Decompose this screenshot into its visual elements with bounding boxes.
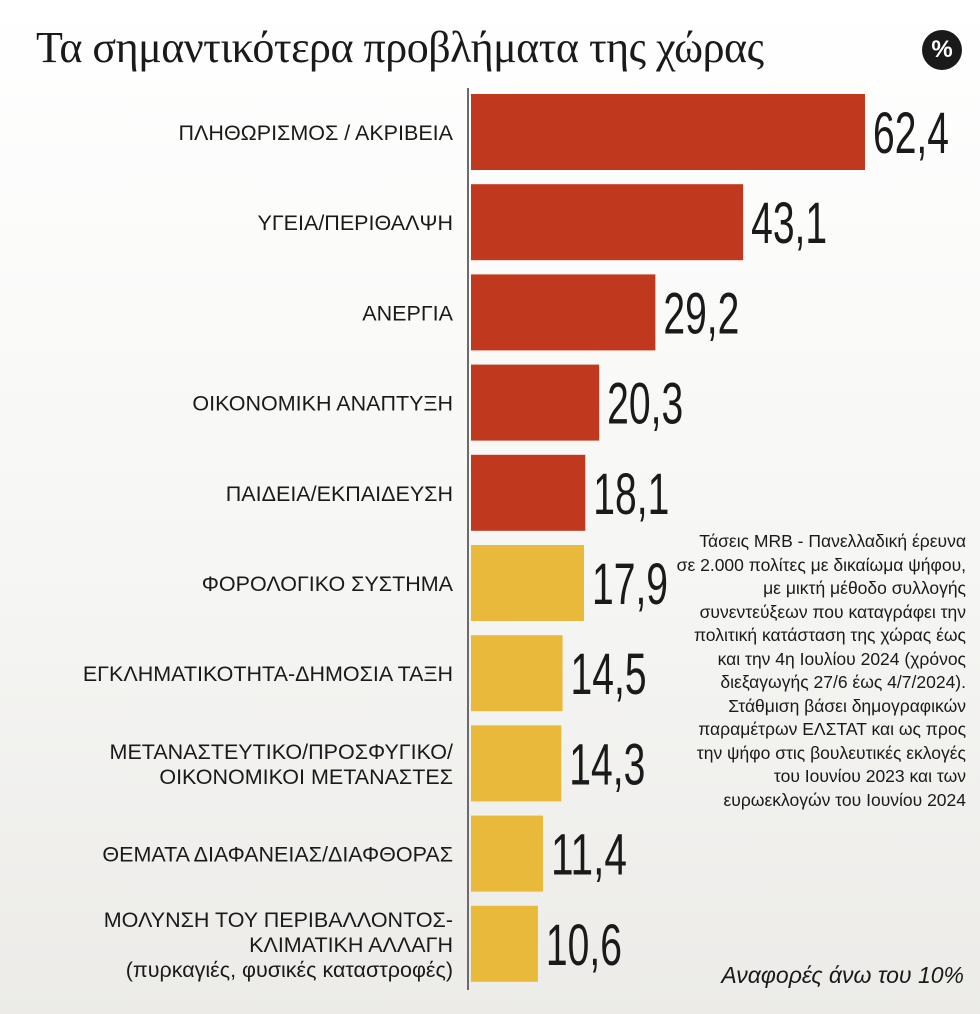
category-label-9-line-1: ΚΛΙΜΑΤΙΚΗ ΑΛΛΑΓΗ xyxy=(249,933,453,957)
category-label-8: ΘΕΜΑΤΑ ΔΙΑΦΑΝΕΙΑΣ/ΔΙΑΦΘΟΡΑΣ xyxy=(102,843,453,867)
category-label-0: ΠΛΗΘΩΡΙΣΜΟΣ / ΑΚΡΙΒΕΙΑ xyxy=(179,121,454,145)
value-label-5: 17,9 xyxy=(592,552,668,617)
value-label-9: 10,6 xyxy=(546,913,622,978)
category-label-7-line-0: ΜΕΤΑΝΑΣΤΕΥΤΙΚΟ/ΠΡΟΣΦΥΓΙΚΟ/ xyxy=(110,740,453,764)
bar-0 xyxy=(471,94,865,170)
survey-methodology-note: Τάσεις MRB - Πανελλαδική έρευνα σε 2.000… xyxy=(676,531,966,810)
category-label-7-line-1: ΟΙΚΟΝΟΜΙΚΟΙ ΜΕΤΑΝΑΣΤΕΣ xyxy=(159,765,453,789)
category-label-5: ΦΟΡΟΛΟΓΙΚΟ ΣΥΣΤΗΜΑ xyxy=(202,572,454,596)
value-label-6: 14,5 xyxy=(571,642,647,707)
value-label-1: 43,1 xyxy=(751,191,827,256)
category-label-9-line-0: ΜΟΛΥΝΣΗ ΤΟΥ ΠΕΡΙΒΑΛΛΟΝΤΟΣ- xyxy=(104,908,453,932)
chart-title: Τα σημαντικότερα προβλήματα της χώρας xyxy=(36,23,764,72)
bar-9 xyxy=(471,905,538,982)
value-label-7: 14,3 xyxy=(569,732,645,797)
bar-1 xyxy=(471,184,744,261)
value-label-4: 18,1 xyxy=(593,462,669,527)
bar-8 xyxy=(471,815,543,892)
value-label-2: 29,2 xyxy=(663,281,739,346)
value-label-3: 20,3 xyxy=(607,372,683,437)
value-label-8: 11,4 xyxy=(551,823,627,888)
footnote: Αναφορές άνω του 10% xyxy=(721,962,964,988)
category-label-4: ΠΑΙΔΕΙΑ/ΕΚΠΑΙΔΕΥΣΗ xyxy=(226,482,453,506)
bar-3 xyxy=(471,364,600,441)
category-label-1: ΥΓΕΙΑ/ΠΕΡΙΘΑΛΨΗ xyxy=(257,211,453,235)
value-label-0: 62,4 xyxy=(873,101,949,166)
category-label-3: ΟΙΚΟΝΟΜΙΚΗ ΑΝΑΠΤΥΞΗ xyxy=(192,392,453,416)
bar-7 xyxy=(471,725,562,802)
category-label-2: ΑΝΕΡΓΙΑ xyxy=(362,301,453,325)
category-label-6: ΕΓΚΛΗΜΑΤΙΚΟΤΗΤΑ-ΔΗΜΟΣΙΑ ΤΑΞΗ xyxy=(83,662,453,686)
bar-6 xyxy=(471,635,563,712)
bar-5 xyxy=(471,545,585,621)
percent-unit-badge: % xyxy=(922,30,962,70)
bar-2 xyxy=(471,274,656,351)
bar-4 xyxy=(471,454,586,531)
category-label-9-line-2: (πυρκαγιές, φυσικές καταστροφές) xyxy=(126,958,453,982)
